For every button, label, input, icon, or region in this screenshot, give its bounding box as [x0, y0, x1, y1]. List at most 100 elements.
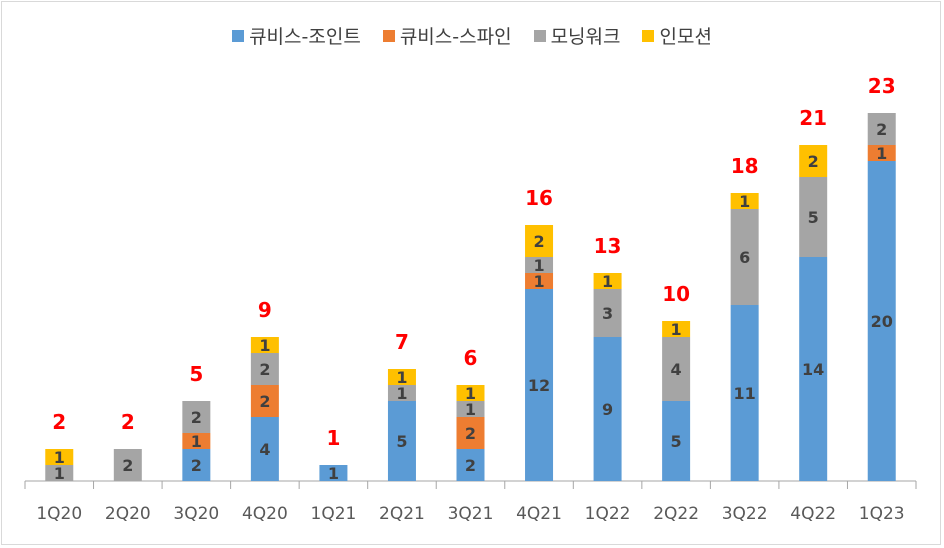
bar-segment: [525, 273, 554, 289]
bar-segment: [867, 113, 896, 145]
x-tick-label: 1Q20: [36, 504, 82, 524]
bar-segment: [456, 385, 485, 401]
bar-segment: [456, 417, 485, 449]
data-label: 1: [671, 320, 682, 339]
bar-segment: [387, 369, 416, 385]
bar-segment: [593, 337, 622, 481]
legend-label: 모닝워크: [550, 26, 621, 48]
data-label: 1: [259, 336, 270, 355]
bar-segment: [250, 337, 279, 353]
data-label: 6: [739, 248, 750, 267]
data-label: 1: [602, 272, 613, 291]
bar-segment: [387, 401, 416, 481]
total-label: 13: [594, 234, 622, 258]
total-label: 6: [464, 346, 478, 370]
data-label: 1: [533, 256, 544, 275]
data-label: 2: [259, 392, 270, 411]
x-tick-label: 2Q21: [379, 504, 425, 524]
data-label: 1: [396, 368, 407, 387]
bar-segment: [593, 289, 622, 337]
bar-segment: [45, 449, 74, 465]
data-label: 20: [871, 312, 893, 331]
data-label: 1: [465, 400, 476, 419]
bar-segment: [250, 417, 279, 481]
bar-segment: [662, 337, 691, 401]
bar-segment: [250, 385, 279, 417]
bar-segment: [799, 145, 828, 177]
bar-segment: [730, 193, 759, 209]
bar-segment: [45, 465, 74, 481]
data-label: 1: [533, 272, 544, 291]
legend-label: 큐비스-조인트: [249, 26, 361, 48]
data-label: 1: [739, 192, 750, 211]
data-label: 12: [528, 376, 550, 395]
x-tick-label: 3Q20: [173, 504, 219, 524]
legend-item: 인모션: [642, 22, 712, 49]
data-label: 2: [533, 232, 544, 251]
total-label: 7: [395, 330, 409, 354]
total-label: 23: [868, 74, 896, 98]
bar-segment: [867, 145, 896, 161]
bar-segment: [593, 273, 622, 289]
data-label: 2: [259, 360, 270, 379]
bar-segment: [182, 401, 211, 433]
total-label: 16: [525, 186, 553, 210]
data-label: 2: [122, 456, 133, 475]
x-tick-label: 1Q23: [859, 504, 905, 524]
total-label: 5: [189, 362, 203, 386]
bar-segment: [867, 161, 896, 481]
bar-segment: [182, 433, 211, 449]
data-label: 2: [465, 456, 476, 475]
legend-item: 큐비스-조인트: [232, 22, 361, 49]
data-label: 1: [54, 464, 65, 483]
data-label: 1: [465, 384, 476, 403]
x-tick-label: 3Q22: [722, 504, 768, 524]
data-label: 4: [259, 440, 270, 459]
data-label: 5: [808, 208, 819, 227]
legend-item: 모닝워크: [533, 22, 621, 49]
bar-segment: [319, 465, 348, 481]
x-tick-label: 2Q22: [653, 504, 699, 524]
bar-segment: [525, 257, 554, 273]
x-tick-label: 4Q20: [242, 504, 288, 524]
bar-segment: [113, 449, 142, 481]
data-label: 3: [602, 304, 613, 323]
data-label: 2: [191, 456, 202, 475]
bar-segment: [250, 353, 279, 385]
legend-label: 큐비스-스파인: [399, 26, 512, 48]
bar-segment: [456, 401, 485, 417]
total-label: 18: [731, 154, 759, 178]
x-tick-label: 1Q22: [585, 504, 631, 524]
legend-swatch: [382, 29, 395, 42]
data-label: 9: [602, 400, 613, 419]
legend-swatch: [232, 29, 245, 42]
data-label: 2: [876, 120, 887, 139]
data-label: 2: [191, 408, 202, 427]
data-label: 1: [876, 144, 887, 163]
data-label: 14: [802, 360, 824, 379]
total-label: 10: [662, 282, 690, 306]
data-label: 4: [671, 360, 682, 379]
total-label: 1: [326, 426, 340, 450]
bar-segment: [799, 177, 828, 257]
data-label: 1: [328, 464, 339, 483]
data-label: 11: [734, 384, 756, 403]
legend: 큐비스-조인트 큐비스-스파인 모닝워크 인모션: [0, 22, 944, 49]
bar-segment: [456, 449, 485, 481]
bar-segment: [525, 225, 554, 257]
bar-segment: [730, 305, 759, 481]
bar-segment: [662, 401, 691, 481]
data-label: 2: [808, 152, 819, 171]
total-label: 21: [799, 106, 827, 130]
bar-segment: [799, 257, 828, 481]
data-label: 5: [671, 432, 682, 451]
x-tick-label: 1Q21: [311, 504, 357, 524]
data-label: 5: [396, 432, 407, 451]
legend-item: 큐비스-스파인: [382, 22, 512, 49]
x-tick-label: 4Q21: [516, 504, 562, 524]
total-label: 9: [258, 298, 272, 322]
total-label: 2: [121, 410, 135, 434]
data-label: 2: [465, 424, 476, 443]
